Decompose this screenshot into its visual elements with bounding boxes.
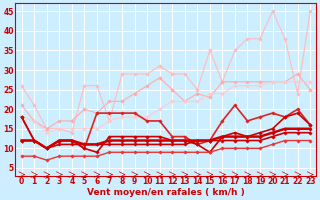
X-axis label: Vent moyen/en rafales ( km/h ): Vent moyen/en rafales ( km/h ) [87, 188, 245, 197]
